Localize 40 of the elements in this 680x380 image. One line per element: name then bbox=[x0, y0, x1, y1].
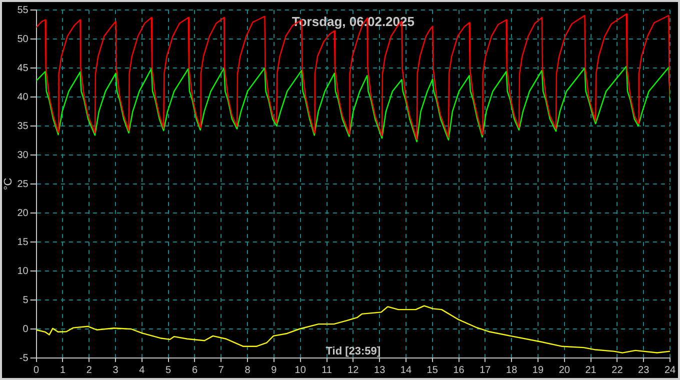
y-tick-label: 15 bbox=[17, 236, 29, 248]
x-tick-label: 22 bbox=[612, 364, 624, 376]
x-tick-label: 16 bbox=[453, 364, 465, 376]
x-tick-label: 2 bbox=[86, 364, 92, 376]
x-tick-label: 6 bbox=[192, 364, 198, 376]
y-tick-label: 20 bbox=[17, 208, 29, 219]
y-tick-label: 25 bbox=[17, 178, 29, 190]
x-tick-label: 20 bbox=[558, 364, 570, 376]
x-tick-label: 17 bbox=[480, 364, 492, 376]
y-tick-label: 50 bbox=[17, 34, 29, 45]
x-tick-label: 21 bbox=[585, 364, 597, 376]
y-tick-label: 35 bbox=[17, 120, 29, 132]
x-tick-label: 8 bbox=[244, 364, 251, 376]
x-tick-label: 7 bbox=[218, 364, 224, 376]
y-tick-label: 30 bbox=[17, 150, 29, 161]
x-tick-label: 1 bbox=[60, 364, 66, 376]
y-axis-title: °C bbox=[2, 178, 15, 190]
y-tick-label: 0 bbox=[22, 324, 29, 335]
x-tick-label: 14 bbox=[400, 364, 412, 376]
y-tick-label: 5 bbox=[22, 294, 29, 306]
x-tick-label: 9 bbox=[271, 364, 278, 376]
x-tick-label: 24 bbox=[664, 364, 676, 376]
y-tick-label: -5 bbox=[19, 352, 29, 364]
x-tick-label: 3 bbox=[112, 364, 119, 376]
x-tick-label: 23 bbox=[638, 364, 650, 376]
x-tick-label: 4 bbox=[139, 364, 146, 376]
y-tick-label: 40 bbox=[17, 92, 29, 103]
x-tick-label: 11 bbox=[322, 364, 332, 376]
x-tick-label: 5 bbox=[166, 364, 172, 376]
x-tick-label: 10 bbox=[294, 364, 306, 376]
y-tick-label: 10 bbox=[17, 266, 29, 277]
x-axis-title: Tid [23:59] bbox=[326, 346, 381, 358]
x-tick-label: 18 bbox=[506, 364, 518, 376]
x-tick-label: 19 bbox=[532, 364, 544, 376]
x-tick-label: 12 bbox=[348, 364, 360, 376]
y-tick-label: 45 bbox=[17, 62, 29, 74]
y-tick-label: 55 bbox=[17, 4, 29, 16]
x-tick-label: 0 bbox=[34, 364, 40, 376]
x-tick-label: 15 bbox=[426, 364, 438, 376]
x-tick-label: 13 bbox=[374, 364, 386, 376]
